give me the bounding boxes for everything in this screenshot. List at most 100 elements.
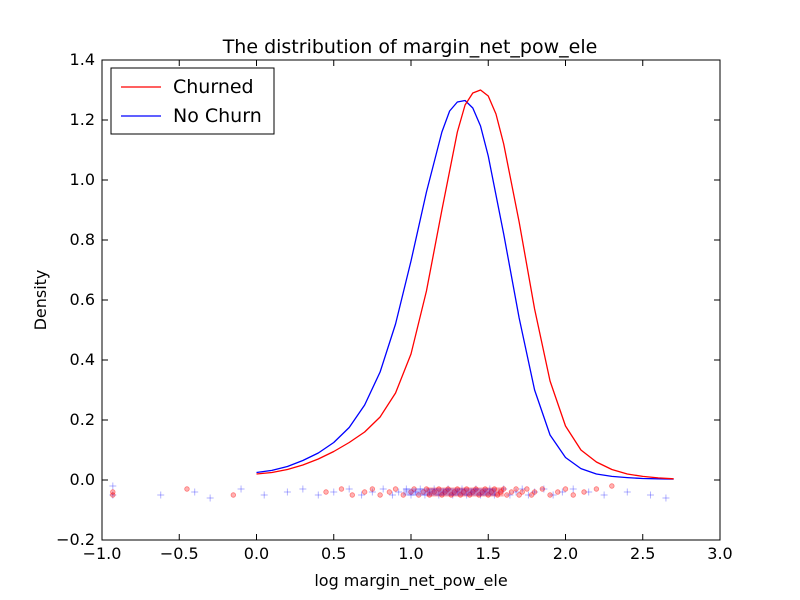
rug-marker-no-churn: [283, 488, 291, 496]
rug-marker-no-churn: [444, 485, 452, 493]
rug-marker-no-churn: [558, 488, 566, 496]
rug-marker-no-churn: [524, 491, 532, 499]
rug-marker-no-churn: [477, 491, 485, 499]
rug-marker-churned: [519, 489, 525, 495]
rug-marker-churned: [485, 492, 491, 498]
chart-title: The distribution of margin_net_pow_ele: [222, 36, 598, 58]
x-tick-label: 3.0: [707, 544, 732, 563]
rug-marker-no-churn: [237, 485, 245, 493]
rug-marker-no-churn: [518, 485, 526, 493]
rug-marker-no-churn: [646, 491, 654, 499]
rug-dense-band: [403, 487, 504, 497]
rug-marker-churned: [482, 486, 488, 492]
rug-marker-no-churn: [379, 485, 387, 493]
rug-marker-no-churn: [463, 491, 471, 499]
rug-marker-churned: [448, 492, 454, 498]
rug-marker-churned: [439, 492, 445, 498]
rug-marker-no-churn: [157, 491, 165, 499]
rug-marker-churned: [501, 486, 507, 492]
rug-marker-churned: [230, 492, 237, 498]
x-tick-label: 0.0: [244, 544, 269, 563]
y-axis-label: Density: [31, 270, 50, 331]
rug-marker-churned: [338, 486, 345, 492]
rug-marker-churned: [454, 486, 461, 492]
rug-marker-churned: [436, 486, 442, 492]
x-tick-label: 0.5: [321, 544, 346, 563]
rug-marker-churned: [524, 486, 530, 492]
rug-marker-no-churn: [500, 485, 508, 493]
rug-marker-churned: [400, 492, 406, 498]
rug-marker-churned: [528, 492, 535, 498]
rug-marker-no-churn: [662, 494, 670, 502]
rug-marker-no-churn: [458, 485, 466, 493]
rug-marker-no-churn: [512, 488, 520, 496]
ticks-layer: −1.0 −0.5 0.0 0.5 1.0 1.5 2.0 2.5 3.0 −0.2 0.0 0.2 0…: [56, 50, 733, 563]
rug-marker-churned: [457, 492, 464, 498]
x-tick-label: 2.5: [630, 544, 655, 563]
rug-marker-churned: [110, 492, 116, 498]
rug-marker-no-churn: [388, 491, 396, 499]
y-tick-label: 0.2: [70, 410, 95, 429]
rug-marker-churned: [609, 483, 615, 489]
legend-box: [110, 67, 275, 135]
rug-marker-no-churn: [453, 488, 461, 496]
rug-marker-no-churn: [486, 485, 494, 493]
rug-layer: [109, 482, 670, 502]
rug-marker-churned: [463, 486, 470, 492]
rug-marker-churned: [349, 492, 355, 498]
rug-marker-churned: [420, 489, 427, 495]
rug-marker-no-churn: [506, 491, 514, 499]
rug-marker-no-churn: [600, 491, 608, 499]
rug-marker-no-churn: [345, 485, 353, 493]
rug-marker-no-churn: [299, 485, 307, 493]
y-tick-label: 0.6: [70, 290, 95, 309]
rug-marker-churned: [408, 489, 414, 495]
rug-marker-churned: [531, 489, 538, 495]
rug-marker-churned: [473, 486, 479, 492]
rug-marker-no-churn: [490, 491, 498, 499]
rug-marker-no-churn: [549, 491, 557, 499]
rug-marker-churned: [555, 489, 561, 495]
x-tick-label: 1.0: [398, 544, 423, 563]
rug-marker-churned: [451, 489, 457, 495]
rug-marker-churned: [504, 492, 510, 498]
rug-marker-no-churn: [426, 488, 434, 496]
rug-marker-churned: [392, 486, 399, 492]
y-tick-label: 0.8: [70, 230, 95, 249]
rug-marker-no-churn: [260, 491, 268, 499]
x-axis-label: log margin_net_pow_ele: [314, 571, 507, 591]
series-line-no-churn: [256, 99, 674, 480]
x-tick-label: −1.0: [83, 544, 122, 563]
rug-marker-no-churn: [481, 488, 489, 496]
y-tick-label: 0.4: [70, 350, 95, 369]
rug-marker-churned: [416, 492, 422, 498]
rug-marker-churned: [369, 486, 376, 492]
rug-marker-no-churn: [540, 485, 548, 493]
rug-marker-no-churn: [472, 485, 480, 493]
rug-marker-churned: [377, 492, 383, 498]
legend-label-churned: Churned: [173, 76, 254, 98]
rug-marker-churned: [539, 486, 546, 492]
rug-marker-churned: [562, 486, 569, 492]
rug-marker-churned: [494, 492, 501, 498]
rug-marker-no-churn: [412, 488, 420, 496]
legend: Churned No Churn: [110, 67, 275, 135]
rug-marker-churned: [497, 489, 504, 495]
y-tick-label: 0.0: [70, 470, 95, 489]
rug-marker-churned: [460, 489, 467, 495]
rug-marker-churned: [476, 492, 482, 498]
rug-marker-no-churn: [395, 488, 403, 496]
rug-marker-churned: [110, 489, 116, 495]
x-tick-label: −0.5: [160, 544, 199, 563]
rug-marker-no-churn: [449, 491, 457, 499]
rug-marker-no-churn: [623, 488, 631, 496]
rug-marker-churned: [426, 492, 433, 498]
rug-marker-churned: [445, 486, 451, 492]
rug-marker-churned: [470, 489, 476, 495]
rug-marker-no-churn: [191, 488, 199, 496]
rug-marker-no-churn: [531, 488, 539, 496]
rug-marker-churned: [570, 492, 576, 498]
rug-marker-churned: [423, 486, 430, 492]
x-tick-label: 2.0: [553, 544, 578, 563]
